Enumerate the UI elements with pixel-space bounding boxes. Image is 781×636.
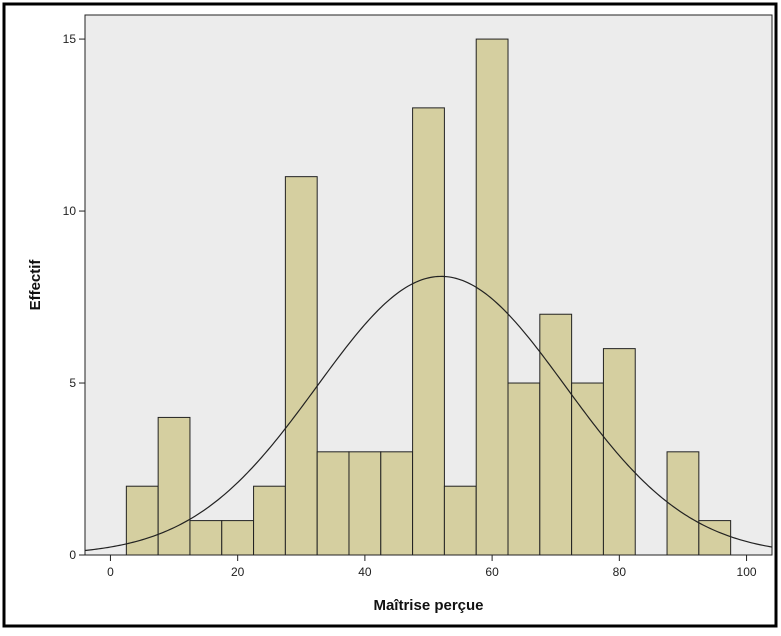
histogram-bar bbox=[539, 313, 573, 556]
histogram-bar bbox=[348, 451, 382, 556]
y-tick-label: 5 bbox=[69, 376, 76, 390]
histogram-bar bbox=[189, 520, 223, 556]
x-tick-label: 40 bbox=[358, 565, 372, 579]
y-axis-title: Effectif bbox=[27, 259, 44, 311]
histogram-bar bbox=[284, 176, 318, 556]
x-tick-label: 100 bbox=[737, 565, 757, 579]
x-tick-label: 0 bbox=[107, 565, 114, 579]
histogram-bar bbox=[475, 38, 509, 556]
y-tick-label: 15 bbox=[63, 32, 77, 46]
y-tick-label: 0 bbox=[69, 548, 76, 562]
x-tick-label: 60 bbox=[485, 565, 499, 579]
histogram-bar bbox=[221, 520, 255, 556]
y-tick-label: 10 bbox=[63, 204, 77, 218]
histogram-bar bbox=[443, 485, 477, 556]
histogram-bar bbox=[316, 451, 350, 556]
x-tick-label: 20 bbox=[231, 565, 245, 579]
histogram-bar bbox=[125, 485, 159, 556]
histogram-bar bbox=[698, 520, 732, 556]
x-tick-label: 80 bbox=[613, 565, 627, 579]
histogram-bar bbox=[157, 416, 191, 556]
x-axis-title: Maîtrise perçue bbox=[373, 597, 483, 614]
axes-group: 0 20 40 60 80 100 0 5 10 15 bbox=[63, 32, 757, 579]
histogram-bar bbox=[412, 107, 445, 556]
histogram-bar bbox=[507, 382, 541, 556]
normal-curve bbox=[84, 275, 773, 552]
histogram-bar bbox=[571, 382, 604, 556]
histogram-bar bbox=[253, 485, 286, 556]
histogram-bar bbox=[602, 348, 636, 556]
histogram-bar bbox=[380, 451, 414, 556]
histogram-bar bbox=[666, 451, 700, 556]
